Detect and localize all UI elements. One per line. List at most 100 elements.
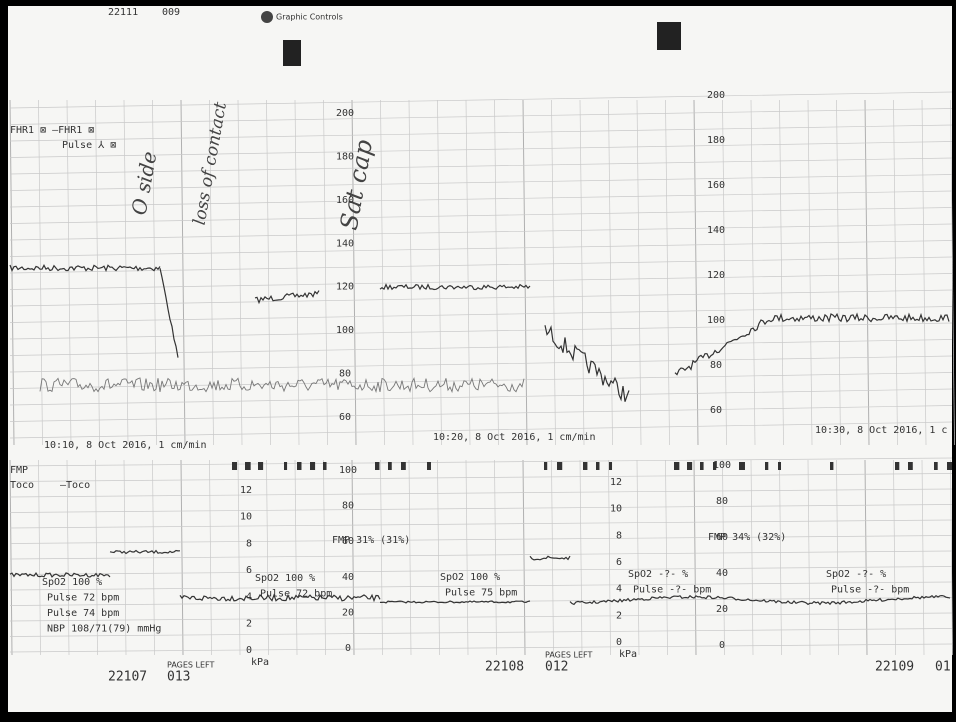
kpa-label: 0 — [246, 645, 252, 656]
footer-chart-id: 22107 — [108, 670, 147, 685]
kpa-label: 2 — [246, 618, 252, 629]
footer-chart-id: 22108 — [485, 660, 524, 675]
pages-left-label: PAGES LEFT — [167, 661, 214, 670]
pages-left: 013 — [167, 670, 190, 685]
kpa-label: 10 — [240, 512, 252, 523]
pct-label: 80 — [716, 496, 728, 507]
kpa-label: 0 — [616, 637, 622, 648]
pages-left: 01 — [935, 660, 951, 675]
event-tick — [401, 462, 406, 470]
event-tick — [375, 462, 379, 470]
brand-logo — [261, 11, 273, 23]
vital-line: NBP 108/71(79) mmHg — [47, 624, 161, 635]
scale-label: 180 — [336, 151, 354, 162]
event-tick — [596, 462, 599, 470]
legend-fmp: FMP — [10, 465, 28, 476]
scale-label: 60 — [339, 412, 351, 423]
event-tick — [297, 462, 301, 470]
kpa-label: 12 — [240, 485, 252, 496]
vital-line: Pulse 74 bpm — [47, 608, 119, 619]
scale-label: 200 — [707, 90, 725, 101]
vital-line: Pulse 72 bpm — [47, 593, 119, 604]
event-tick — [258, 462, 263, 470]
event-tick — [245, 462, 251, 470]
event-tick — [934, 462, 938, 470]
brand: Graphic Controls — [276, 13, 343, 22]
event-tick — [388, 462, 392, 470]
event-tick — [947, 462, 952, 470]
marker — [283, 40, 301, 66]
ctg-strip-photo: 22111 009 Graphic Controls FHR1 ⊠ —FHR1 … — [0, 0, 956, 722]
event-tick — [427, 462, 431, 470]
event-tick — [674, 462, 679, 470]
pct-label: 0 — [345, 643, 351, 654]
timestamp: 10:20, 8 Oct 2016, 1 cm/min — [433, 432, 596, 443]
scale-label: 200 — [336, 108, 354, 119]
kpa-label: 10 — [610, 504, 622, 515]
kpa-label: 8 — [246, 538, 252, 549]
kpa-label: 2 — [616, 610, 622, 621]
scale-label: 120 — [336, 282, 354, 293]
event-tick — [284, 462, 287, 470]
scale-label: 120 — [707, 270, 725, 281]
timestamp: 10:30, 8 Oct 2016, 1 c — [815, 425, 947, 436]
legend-pulse: Pulse ⅄ ⊠ — [62, 140, 116, 151]
vital-line: SpO2 100 % — [440, 572, 500, 583]
event-tick — [765, 462, 768, 470]
scale-label: 160 — [707, 180, 725, 191]
scale-label: 100 — [336, 325, 354, 336]
kpa-label: 12 — [610, 477, 622, 488]
legend-toco: —Toco — [60, 480, 90, 491]
event-tick — [310, 462, 315, 470]
scale-label: 80 — [339, 369, 351, 380]
legend-toco: Toco — [10, 480, 34, 491]
scale-label: 160 — [336, 195, 354, 206]
kpa-label: 8 — [616, 530, 622, 541]
footer-chart-id: 22109 — [875, 660, 914, 675]
event-tick — [544, 462, 547, 470]
scale-label: 60 — [710, 405, 722, 416]
vital-line: Pulse -?- bpm — [633, 585, 711, 596]
pct-label: 40 — [342, 572, 354, 583]
pct-label: 20 — [716, 604, 728, 615]
vital-line: Pulse 75 bpm — [445, 588, 517, 599]
vital-line: Pulse -?- bpm — [831, 585, 909, 596]
vital-line: SpO2 100 % — [255, 573, 315, 584]
pages-left-label: PAGES LEFT — [545, 651, 592, 660]
event-tick — [739, 462, 745, 470]
pct-label: 40 — [716, 568, 728, 579]
pct-label: 100 — [339, 465, 357, 476]
pct-label: 100 — [713, 460, 731, 471]
scale-label: 140 — [336, 238, 354, 249]
kpa-unit: kPa — [619, 649, 637, 660]
vital-line: SpO2 -?- % — [826, 569, 886, 580]
kpa-unit: kPa — [251, 657, 269, 668]
pages-left: 012 — [545, 660, 568, 675]
kpa-label: 4 — [246, 592, 252, 603]
scale-label: 180 — [707, 135, 725, 146]
vital-line: SpO2 100 % — [42, 577, 102, 588]
chart-id: 22111 — [108, 7, 138, 18]
scale-label: 100 — [707, 315, 725, 326]
event-tick — [830, 462, 833, 470]
event-tick — [583, 462, 587, 470]
kpa-label: 4 — [616, 584, 622, 595]
event-tick — [687, 462, 692, 470]
event-tick — [700, 462, 704, 470]
event-tick — [232, 462, 237, 470]
marker — [657, 22, 681, 50]
scale-label: 80 — [710, 360, 722, 371]
scale-label: 140 — [707, 225, 725, 236]
event-tick — [908, 462, 913, 470]
event-tick — [609, 462, 612, 470]
event-tick — [895, 462, 899, 470]
event-tick — [323, 462, 327, 470]
pct-label: 60 — [716, 532, 728, 543]
legend-fhr: FHR1 ⊠ —FHR1 ⊠ — [10, 125, 94, 136]
timestamp: 10:10, 8 Oct 2016, 1 cm/min — [44, 440, 207, 451]
kpa-label: 6 — [616, 557, 622, 568]
vital-line: Pulse 72 bpm — [260, 589, 332, 600]
pct-label: 80 — [342, 501, 354, 512]
pct-label: 20 — [342, 607, 354, 618]
paper — [8, 6, 952, 712]
